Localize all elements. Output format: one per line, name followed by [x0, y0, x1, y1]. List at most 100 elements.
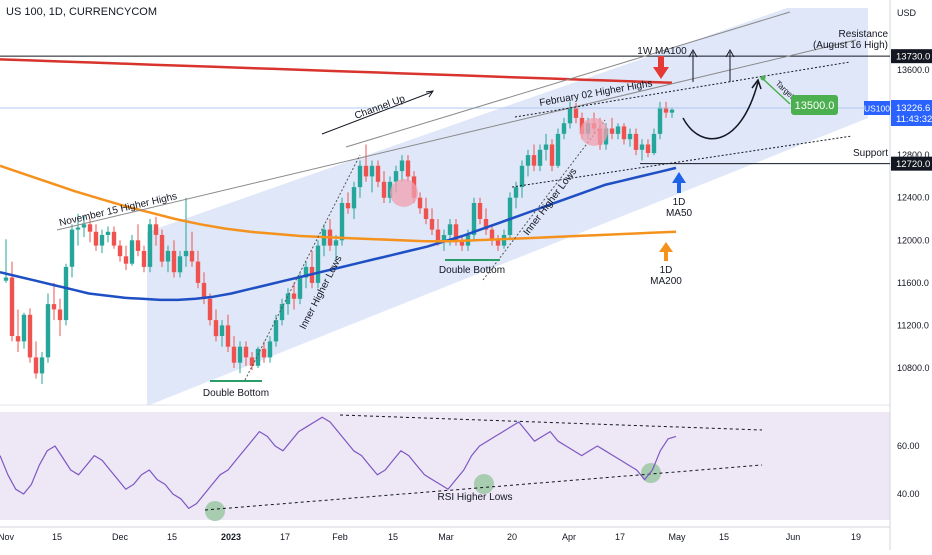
resistance-sublabel: (August 16 High) [813, 40, 888, 51]
candle-body [231, 346, 237, 363]
rsi-higher-lows-label: RSI Higher Lows [437, 492, 512, 503]
time-tick-label: May [668, 532, 686, 542]
candle-body [483, 219, 489, 230]
highlight-circle [580, 118, 608, 146]
time-tick-label: 15 [719, 532, 729, 542]
symbol-tag [864, 101, 890, 115]
ma50-sublabel: MA50 [666, 208, 693, 219]
rsi-highlight-circle [205, 501, 225, 521]
candle-body [573, 107, 579, 118]
candle-body [663, 107, 669, 113]
time-tick-label: 15 [52, 532, 62, 542]
candle-body [135, 240, 141, 251]
candle-body [279, 304, 285, 321]
candle-body [669, 109, 675, 113]
candle-body [345, 203, 351, 209]
price-tick-label: 12000.0 [897, 235, 930, 245]
double-bottom-label-1: Double Bottom [203, 388, 269, 399]
candle-body [45, 304, 51, 358]
rsi-highlight-circle [474, 474, 494, 494]
candle-body [537, 149, 543, 166]
time-tick-label: Dec [112, 532, 129, 542]
time-tick-label: 15 [167, 532, 177, 542]
ma100-line [0, 58, 673, 85]
candle-body [477, 203, 483, 219]
candle-body [111, 231, 117, 246]
candle-body [435, 229, 441, 241]
target-price-label: 13500.0 [795, 100, 835, 112]
time-tick-label: Jun [786, 532, 801, 542]
candle-body [33, 357, 39, 374]
resistance-price-tag [891, 49, 932, 64]
candle-body [225, 325, 231, 347]
candle-body [639, 144, 645, 150]
projection-arc [682, 81, 759, 140]
candle-body [525, 155, 531, 166]
price-tick-label: 10800.0 [897, 363, 930, 373]
candle-body [381, 181, 387, 198]
support-price-tag [891, 156, 932, 171]
resistance-label: Resistance [839, 29, 889, 40]
candle-body [255, 348, 261, 366]
candle-body [387, 181, 393, 198]
candle-body [285, 293, 291, 305]
candle-body [489, 229, 495, 241]
inner-lows-line-2 [482, 119, 606, 281]
time-tick-label: Apr [562, 532, 576, 542]
candle-body [63, 266, 69, 321]
candle-body [519, 165, 525, 188]
candle-body [405, 160, 411, 177]
candle-body [201, 282, 207, 299]
candle-body [207, 298, 213, 321]
candle-body [249, 357, 255, 366]
candle-body [87, 224, 93, 232]
candle-body [423, 208, 429, 219]
candle-body [363, 165, 369, 177]
candle-body [315, 245, 321, 283]
candle-body [261, 348, 267, 358]
candle-body [165, 250, 171, 262]
candle-body [375, 165, 381, 182]
target-price-box [791, 95, 838, 115]
candle-body [93, 231, 99, 246]
rsi-upper-trend [339, 414, 763, 431]
resistance-arrowhead [688, 48, 698, 58]
candle-body [507, 197, 513, 235]
channel-top-line [345, 11, 791, 148]
orange-up-arrow [659, 242, 673, 261]
time-tick-label: 20 [507, 532, 517, 542]
price-tick-label: 12400.0 [897, 193, 930, 203]
last-price-tag [891, 100, 932, 126]
candle-body [39, 357, 45, 374]
price-tick-label: 11600.0 [897, 278, 929, 288]
candle-body [549, 144, 555, 166]
rsi-highlight-circle [641, 463, 661, 483]
candle-body [447, 224, 453, 235]
last-price-text: 13226.6 [896, 103, 930, 114]
candle-body [339, 203, 345, 241]
candle-body [333, 240, 339, 246]
candle-body [105, 231, 111, 235]
candle-body [81, 224, 87, 228]
ma200-sublabel: MA200 [650, 276, 682, 287]
candle-body [219, 325, 225, 336]
rsi-panel [0, 412, 890, 520]
nov-highs-label: November 15 Higher Highs [58, 191, 178, 229]
candle-body [57, 309, 63, 321]
ma50-line [0, 166, 677, 302]
candle-body [243, 346, 249, 358]
support-price-text: 12720.0 [896, 159, 930, 170]
time-tick-label: Feb [332, 532, 348, 542]
candle-body [51, 304, 57, 310]
candle-body [561, 123, 567, 134]
ma100-label: 1W MA100 [637, 46, 687, 57]
candle-body [543, 144, 549, 150]
rsi-tick-label: 40.00 [897, 489, 920, 499]
highlight-circle [390, 179, 418, 207]
candle-body [369, 165, 375, 177]
time-tick-label: 15 [388, 532, 398, 542]
candle-body [171, 250, 177, 273]
price-tick-label: 11200.0 [897, 320, 929, 330]
